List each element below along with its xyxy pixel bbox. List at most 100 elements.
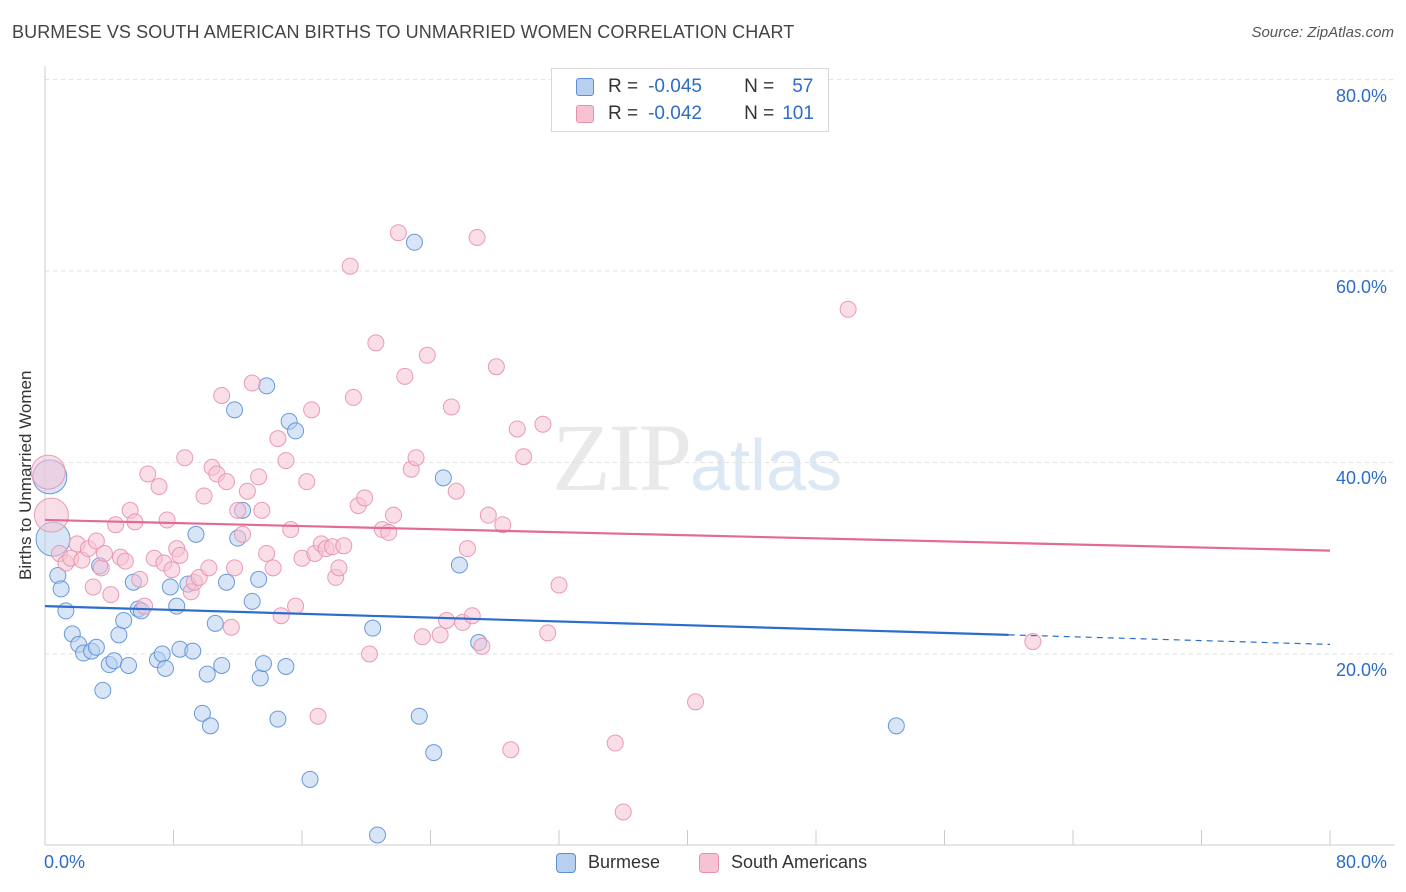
burmese-point	[277, 657, 295, 675]
south-americans-r-value: -0.042	[648, 103, 702, 124]
south-americans-point	[87, 532, 105, 550]
south-americans-point	[116, 552, 134, 570]
burmese-legend-label: Burmese	[588, 852, 661, 872]
south-americans-point	[515, 448, 533, 466]
burmese-point	[226, 401, 244, 419]
south-americans-point	[250, 468, 268, 486]
south-americans-point	[539, 624, 557, 642]
watermark-zip: ZIP	[552, 404, 692, 511]
burmese-point	[410, 707, 428, 725]
south-americans-point	[330, 559, 348, 577]
south-americans-point	[606, 734, 624, 752]
south-americans-point	[258, 544, 276, 562]
south-americans-point	[335, 537, 353, 555]
south-americans-point	[356, 489, 374, 507]
south-americans-point	[131, 570, 149, 588]
south-americans-point	[218, 473, 236, 491]
burmese-swatch	[576, 78, 594, 96]
south-americans-point	[380, 523, 398, 541]
south-americans-point	[687, 693, 705, 711]
south-americans-point	[341, 257, 359, 275]
burmese-point	[115, 611, 133, 629]
burmese-point	[243, 592, 261, 610]
south-americans-point	[438, 611, 456, 629]
burmese-point	[201, 717, 219, 735]
south-americans-point	[614, 803, 632, 821]
burmese-trend-line	[44, 605, 1009, 636]
south-americans-point	[253, 501, 271, 519]
south-americans-point	[92, 559, 110, 577]
burmese-point	[425, 744, 443, 762]
x-tick-min: 0.0%	[44, 852, 86, 872]
south-americans-point	[282, 521, 300, 539]
south-americans-swatch	[576, 105, 594, 123]
legend-item-south-americans: South Americans	[699, 852, 867, 873]
burmese-n-value: 57	[792, 76, 814, 97]
burmese-point	[887, 717, 905, 735]
south-americans-point	[468, 228, 486, 246]
burmese-point	[251, 669, 269, 687]
south-americans-point	[150, 477, 168, 495]
burmese-trend-extension	[1008, 634, 1331, 646]
south-americans-point	[494, 516, 512, 534]
south-americans-point	[195, 487, 213, 505]
south-americans-point	[298, 473, 316, 491]
watermark: ZIPatlas	[552, 402, 842, 513]
burmese-point	[168, 597, 186, 615]
burmese-point	[434, 469, 452, 487]
correlation-legend: R = -0.045 N = 57 R = -0.042 N = 101	[551, 68, 829, 132]
burmese-point	[254, 655, 272, 673]
south-americans-point	[407, 449, 425, 467]
south-americans-point	[508, 420, 526, 438]
south-americans-point	[367, 334, 385, 352]
south-americans-point	[396, 367, 414, 385]
south-americans-point	[344, 388, 362, 406]
south-americans-point	[550, 576, 568, 594]
burmese-point	[87, 638, 105, 656]
south-americans-point	[171, 546, 189, 564]
south-americans-point	[95, 544, 113, 562]
south-americans-point	[200, 559, 218, 577]
burmese-point	[258, 377, 276, 395]
south-americans-point	[163, 561, 181, 579]
south-americans-point	[458, 540, 476, 558]
burmese-point	[187, 525, 205, 543]
south-americans-point	[234, 525, 252, 543]
south-americans-n-value: 101	[782, 103, 814, 124]
south-americans-point	[107, 516, 125, 534]
south-americans-point	[473, 637, 491, 655]
burmese-point	[184, 642, 202, 660]
burmese-point	[161, 578, 179, 596]
south-americans-point	[1024, 633, 1042, 651]
south-americans-point	[102, 586, 120, 604]
burmese-point	[156, 659, 174, 677]
burmese-point	[250, 570, 268, 588]
burmese-point	[198, 665, 216, 683]
south-americans-point	[269, 430, 287, 448]
south-americans-point	[287, 597, 305, 615]
south-americans-legend-label: South Americans	[731, 852, 868, 872]
burmese-point	[364, 619, 382, 637]
burmese-point	[450, 556, 468, 574]
south-americans-trend-line	[44, 518, 1331, 552]
burmese-point	[94, 681, 112, 699]
legend-row-south-americans: R = -0.042 N = 101	[576, 103, 814, 125]
burmese-point	[405, 233, 423, 251]
south-americans-point	[272, 607, 290, 625]
south-americans-point	[277, 452, 295, 470]
south-americans-point	[33, 497, 69, 533]
south-americans-point	[139, 465, 157, 483]
south-americans-point	[229, 501, 247, 519]
south-americans-point	[431, 626, 449, 644]
south-americans-point	[487, 358, 505, 376]
south-americans-point	[385, 506, 403, 524]
burmese-point	[105, 652, 123, 670]
watermark-atlas: atlas	[690, 426, 843, 506]
south-americans-point	[309, 707, 327, 725]
south-americans-point	[222, 618, 240, 636]
burmese-point	[301, 770, 319, 788]
south-americans-point	[264, 559, 282, 577]
south-americans-point	[213, 386, 231, 404]
south-americans-point	[176, 449, 194, 467]
